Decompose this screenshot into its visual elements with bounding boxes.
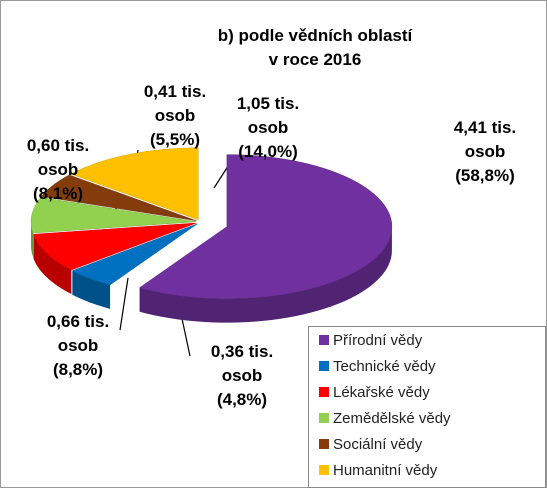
slice — [33, 222, 197, 271]
legend-label: Technické vědy — [333, 358, 436, 375]
legend-swatch — [319, 361, 329, 371]
percent-label: (5,5%) — [149, 130, 201, 149]
legend-label: Sociální vědy — [333, 436, 423, 453]
slice-side — [139, 226, 392, 323]
slice — [30, 197, 197, 234]
legend-item: Lékařské vědy — [319, 384, 430, 402]
legend-label: Lékařské vědy — [333, 384, 430, 401]
chart-title: b) podle vědních oblastí v roce 2016 — [195, 24, 435, 72]
slice — [70, 147, 199, 221]
value-label: 1,05 tis. osob — [236, 94, 300, 137]
slice — [138, 154, 393, 299]
legend: Přírodní vědy Technické vědy Lékařské vědy… — [308, 326, 546, 488]
pie-tops — [30, 147, 393, 299]
value-label: 4,41 tis. osob — [453, 118, 517, 161]
percent-label: (58,8%) — [455, 166, 515, 185]
value-label: 0,41 tis. osob — [143, 82, 207, 125]
data-label: 0,41 tis. osob (5,5%) — [125, 80, 225, 152]
legend-swatch — [319, 413, 329, 423]
slice-side — [72, 270, 111, 309]
data-label: 0,60 tis. osob (8,1%) — [8, 134, 108, 206]
value-label: 0,66 tis. osob — [46, 312, 110, 355]
legend-label: Přírodní vědy — [333, 332, 423, 349]
percent-label: (8,1%) — [32, 184, 84, 203]
legend-item: Zemědělské vědy — [319, 410, 451, 428]
legend-item: Humanitní vědy — [319, 462, 437, 480]
legend-label: Zemědělské vědy — [333, 410, 451, 427]
data-label: 1,05 tis. osob (14,0%) — [218, 92, 318, 164]
data-label: 0,36 tis. osob (4,8%) — [192, 340, 292, 412]
legend-item: Sociální vědy — [319, 436, 422, 454]
slice — [71, 223, 198, 286]
legend-item: Přírodní vědy — [319, 332, 422, 350]
title-line: v roce 2016 — [268, 50, 362, 69]
legend-swatch — [319, 465, 329, 475]
leader-line — [119, 277, 129, 331]
title-line: b) podle vědních oblastí — [217, 26, 413, 45]
legend-swatch — [319, 387, 329, 397]
slice-side — [31, 221, 34, 258]
percent-label: (14,0%) — [238, 142, 298, 161]
slice-side — [33, 234, 72, 294]
legend-swatch — [319, 335, 329, 345]
data-label: 0,66 tis. osob (8,8%) — [28, 310, 128, 382]
legend-label: Humanitní vědy — [333, 462, 438, 479]
data-label: 4,41 tis. osob (58,8%) — [435, 116, 535, 188]
slice — [40, 174, 197, 222]
value-label: 0,36 tis. osob — [210, 342, 274, 385]
percent-label: (4,8%) — [216, 390, 268, 409]
value-label: 0,60 tis. osob — [26, 136, 90, 179]
legend-swatch — [319, 439, 329, 449]
pie-sides — [31, 221, 392, 323]
legend-item: Technické vědy — [319, 358, 436, 376]
percent-label: (8,8%) — [52, 360, 104, 379]
